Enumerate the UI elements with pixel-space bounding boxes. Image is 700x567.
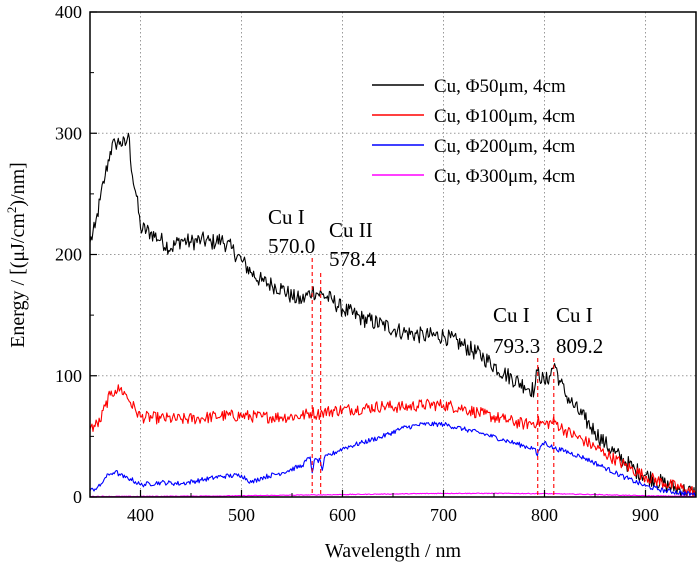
legend-label: Cu, Φ300μm, 4cm xyxy=(434,166,575,187)
legend: Cu, Φ50μm, 4cm Cu, Φ100μm, 4cm Cu, Φ200μm,… xyxy=(372,76,575,187)
annotation-wavelength-label: 809.2 xyxy=(556,334,603,358)
y-tick-label: 0 xyxy=(73,487,82,507)
x-tick-label: 600 xyxy=(329,505,356,525)
x-tick-label: 500 xyxy=(228,505,255,525)
series-line-2 xyxy=(90,421,696,497)
annotation-wavelength-label: 578.4 xyxy=(329,247,377,271)
annotation-labels: Cu I 570.0 Cu II 578.4 Cu I 793.3 Cu I 809.2 xyxy=(268,205,603,358)
x-axis-label: Wavelength / nm xyxy=(325,540,462,562)
legend-label: Cu, Φ50μm, 4cm xyxy=(434,76,566,97)
x-tick-label: 400 xyxy=(127,505,154,525)
annotation-lines xyxy=(311,258,555,495)
series-line-0 xyxy=(90,132,696,497)
series-line-1 xyxy=(90,384,696,497)
axis-ticks: 400 500 600 700 800 900 0 100 200 300 400 xyxy=(55,2,697,525)
annotation-wavelength-label: 793.3 xyxy=(493,334,540,358)
y-tick-label: 200 xyxy=(55,245,82,265)
y-label-superscript: 2 xyxy=(4,207,19,214)
y-axis-label: Energy / [(μJ/cm2)/nm] xyxy=(4,162,29,348)
annotation-element-label: Cu II xyxy=(329,218,373,242)
y-tick-label: 100 xyxy=(55,366,82,386)
x-tick-label: 900 xyxy=(632,505,659,525)
series-layer xyxy=(90,132,696,497)
y-label-main: Energy / [(μJ/cm xyxy=(7,213,29,348)
annotation-wavelength-label: 570.0 xyxy=(268,234,315,258)
legend-label: Cu, Φ200μm, 4cm xyxy=(434,136,575,157)
legend-label: Cu, Φ100μm, 4cm xyxy=(434,106,575,127)
annotation-element-label: Cu I xyxy=(268,205,305,229)
x-tick-label: 700 xyxy=(430,505,457,525)
annotation-element-label: Cu I xyxy=(556,303,593,327)
y-label-tail: )/nm] xyxy=(7,162,29,206)
y-tick-label: 300 xyxy=(55,123,82,143)
y-tick-label: 400 xyxy=(55,2,82,22)
annotation-element-label: Cu I xyxy=(493,303,530,327)
x-tick-label: 800 xyxy=(531,505,558,525)
